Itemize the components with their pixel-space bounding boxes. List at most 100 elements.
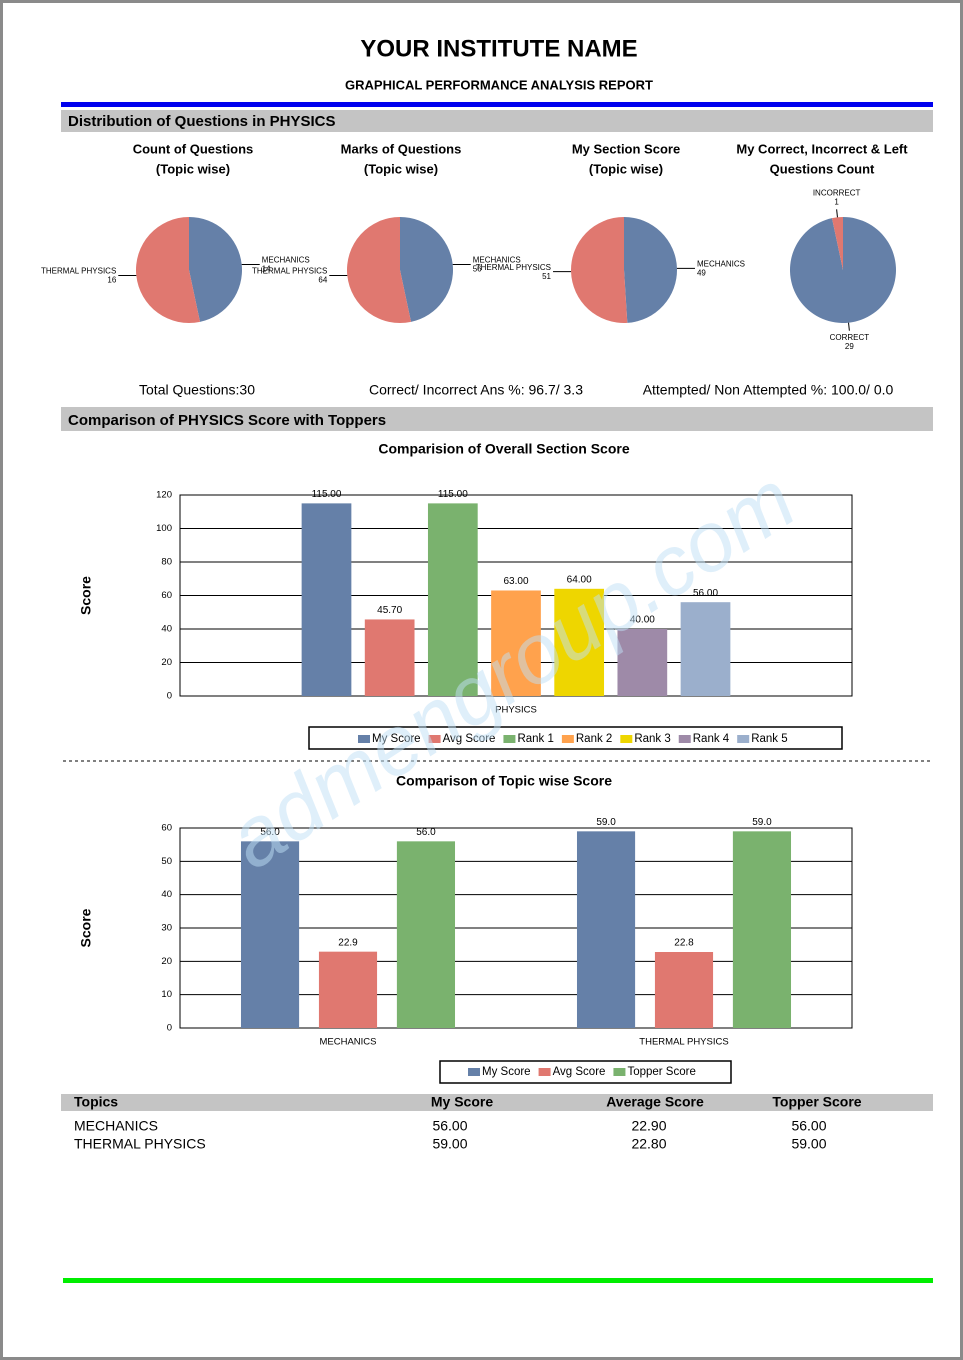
pie-title: Questions Count	[770, 161, 875, 176]
bar	[427, 503, 478, 696]
y-tick-label: 20	[161, 956, 172, 967]
legend-swatch	[561, 735, 574, 743]
pie-title: Count of Questions	[133, 141, 254, 156]
bar	[491, 590, 541, 696]
value-label: 22.9	[338, 937, 358, 948]
legend-swatch	[613, 1068, 626, 1076]
report-title: YOUR INSTITUTE NAME	[360, 35, 637, 62]
table-header: Topper Score	[772, 1094, 861, 1110]
pie-label-value: 1	[834, 197, 839, 206]
value-label: 115.00	[312, 489, 342, 500]
legend-label: My Score	[482, 1066, 531, 1078]
pie-label: MECHANICS	[697, 259, 745, 268]
pie-label: CORRECT	[830, 333, 870, 342]
pie-slice	[135, 217, 201, 324]
section-title: Distribution of Questions in PHYSICS	[68, 113, 336, 130]
legend-box	[439, 1060, 732, 1084]
pie-slice	[789, 217, 896, 323]
value-label: 115.00	[438, 489, 468, 500]
bar	[301, 503, 352, 696]
pie-label-value: 56	[473, 265, 482, 274]
legend-swatch	[678, 735, 691, 743]
pie-slice	[346, 217, 412, 324]
bar	[654, 952, 714, 1028]
value-label: 56.0	[260, 827, 280, 838]
legend-label: Rank 5	[751, 733, 787, 745]
value-label: 40.00	[630, 615, 655, 626]
value-label: 59.0	[752, 817, 772, 828]
pie-label-value: 51	[542, 272, 551, 281]
pie-title: (Topic wise)	[364, 161, 438, 176]
section-bar	[61, 110, 933, 132]
y-tick-label: 0	[167, 1023, 172, 1034]
pie-label-value: 49	[697, 268, 706, 277]
legend-label: Rank 4	[693, 733, 730, 745]
table-cell: THERMAL PHYSICS	[74, 1136, 206, 1152]
value-label: 64.00	[567, 574, 592, 585]
bar	[364, 619, 415, 696]
value-label: 56.0	[416, 827, 436, 838]
y-axis-label: Score	[78, 576, 94, 615]
legend-swatch	[358, 735, 370, 743]
pie-label-value: 64	[318, 276, 327, 285]
y-tick-label: 0	[167, 691, 172, 702]
table-cell: 22.90	[631, 1118, 666, 1134]
bar	[617, 629, 668, 696]
legend-label: Avg Score	[443, 733, 496, 745]
table-header: My Score	[431, 1094, 493, 1110]
table-header-bar	[61, 1094, 933, 1111]
pie-label-value: 16	[107, 276, 116, 285]
section-title: Comparison of PHYSICS Score with Toppers	[68, 412, 386, 429]
bar	[576, 831, 636, 1028]
stat: Correct/ Incorrect Ans %: 96.7/ 3.3	[369, 382, 583, 398]
pie-label: THERMAL PHYSICS	[252, 267, 327, 276]
legend-label: My Score	[372, 733, 421, 745]
chart-title: Comparison of Topic wise Score	[396, 773, 612, 789]
chart-title: Comparision of Overall Section Score	[378, 441, 630, 457]
pie-label: INCORRECT	[813, 188, 861, 197]
pie-title: (Topic wise)	[589, 161, 663, 176]
pie-label: MECHANICS	[473, 256, 521, 265]
bar	[554, 588, 605, 696]
legend-label: Rank 1	[517, 733, 553, 745]
pie-slice	[570, 217, 628, 323]
pie-label: THERMAL PHYSICS	[41, 267, 116, 276]
bar	[680, 602, 731, 696]
footer-rule	[63, 1278, 933, 1283]
table-cell: 56.00	[791, 1118, 826, 1134]
pie-title: Marks of Questions	[341, 141, 462, 156]
y-axis-label: Score	[78, 908, 94, 947]
pie-label: MECHANICS	[262, 256, 310, 265]
legend-swatch	[468, 1068, 480, 1076]
table-cell: 59.00	[791, 1136, 826, 1152]
stat: Attempted/ Non Attempted %: 100.0/ 0.0	[643, 382, 894, 398]
value-label: 22.8	[674, 938, 694, 949]
legend-label: Rank 2	[576, 733, 612, 745]
pie-slice	[831, 217, 843, 270]
table-cell: MECHANICS	[74, 1118, 158, 1134]
legend-label: Topper Score	[627, 1066, 695, 1078]
report-subtitle: GRAPHICAL PERFORMANCE ANALYSIS REPORT	[345, 77, 653, 92]
pie-slice	[400, 217, 453, 322]
leader-line	[836, 209, 838, 218]
value-label: 56.00	[693, 588, 718, 599]
table-cell: 59.00	[432, 1136, 467, 1152]
table-header: Average Score	[606, 1094, 704, 1110]
y-tick-label: 40	[161, 624, 172, 635]
table-cell: 56.00	[432, 1118, 467, 1134]
y-tick-label: 100	[156, 523, 172, 534]
legend-swatch	[737, 735, 750, 743]
y-tick-label: 60	[161, 590, 172, 601]
bar	[240, 841, 300, 1028]
value-label: 45.70	[377, 605, 402, 616]
pie-slice	[189, 217, 242, 322]
x-tick-label: MECHANICS	[319, 1037, 376, 1048]
y-tick-label: 40	[161, 889, 172, 900]
stat: Total Questions:30	[139, 382, 255, 398]
legend-label: Rank 3	[634, 733, 670, 745]
value-label: 63.00	[503, 576, 528, 587]
y-tick-label: 120	[156, 490, 172, 501]
